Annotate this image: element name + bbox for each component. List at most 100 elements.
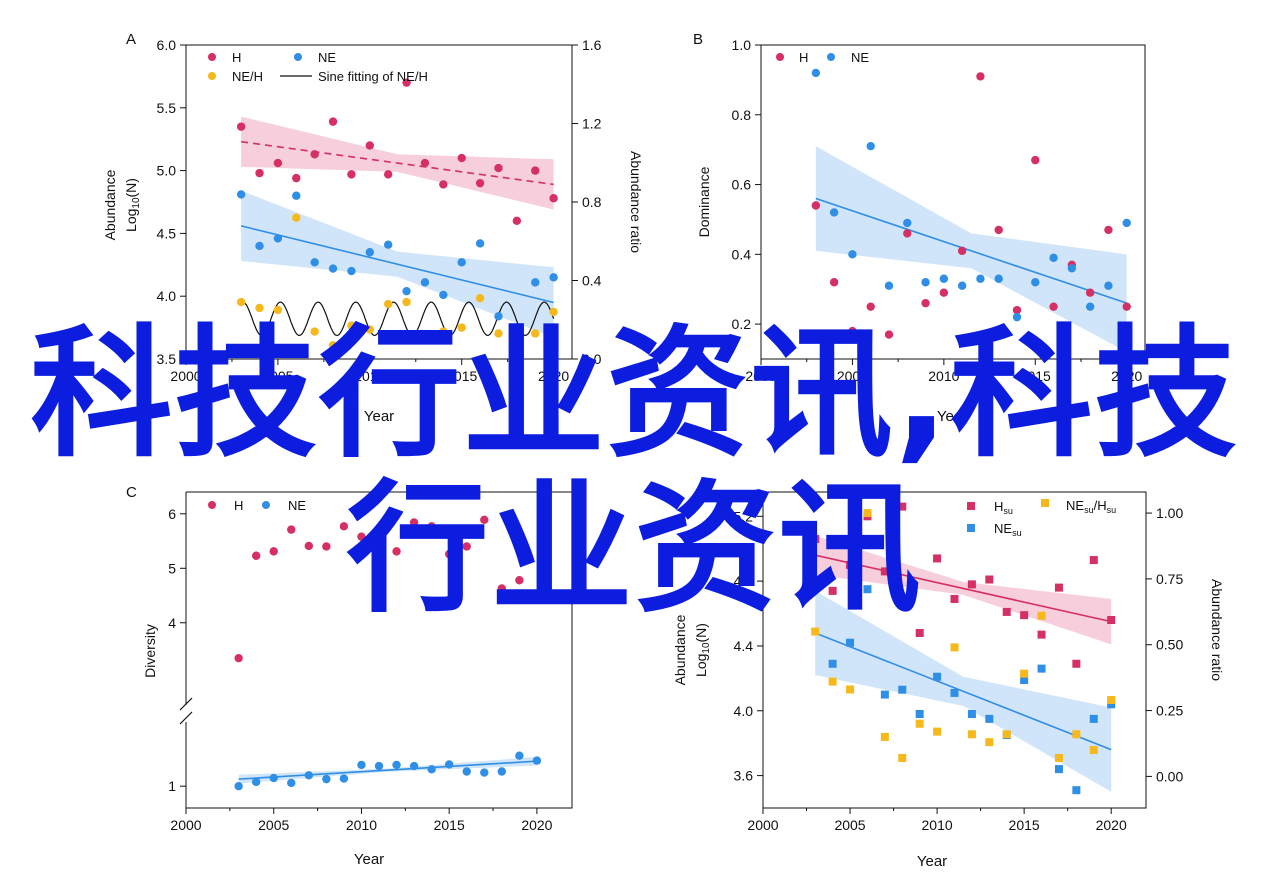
point-hsu	[1020, 611, 1029, 620]
ne-fit-line	[240, 225, 554, 304]
panel-d-legend: Hsu NEsu/Hsu NEsu	[967, 498, 1116, 538]
point-hsu	[880, 567, 889, 576]
point-nesu	[1107, 700, 1116, 709]
legend-h-label: H	[232, 50, 241, 65]
y2-tick-label: 1.2	[582, 116, 602, 132]
point-h	[236, 122, 246, 131]
point-hsu	[811, 534, 820, 543]
point-h	[392, 547, 401, 556]
panel-c-frame	[185, 491, 573, 809]
nesu-fit-line	[814, 632, 1112, 751]
point-nesu-hsu	[863, 509, 872, 518]
point-nesu-hsu	[950, 643, 959, 652]
legend-ratio-label: NE/H	[232, 69, 263, 84]
point-ne-h	[439, 327, 448, 336]
point-ne-h	[310, 327, 319, 336]
point-h	[515, 576, 524, 585]
point-h	[402, 78, 411, 87]
panel-a-xlabel: Year	[364, 408, 394, 425]
point-ne	[439, 290, 448, 300]
point-hsu	[985, 575, 994, 584]
panel-c-letter: C	[126, 484, 137, 501]
point-ne-h	[475, 293, 485, 303]
point-ne	[462, 767, 471, 776]
point-hsu	[1072, 659, 1081, 668]
point-h	[347, 170, 356, 179]
legend-ne-marker	[262, 501, 270, 509]
y-tick-label: 0.8	[732, 107, 752, 123]
point-h	[251, 551, 261, 560]
legend-hsu-label: Hsu	[994, 499, 1013, 516]
point-ne	[322, 774, 331, 784]
panel-a-legend: H NE NE/H Sine fitting of NE/H	[208, 50, 428, 84]
point-ne	[357, 760, 366, 770]
x-tick-label: 2015	[1020, 368, 1051, 384]
point-ne	[304, 771, 314, 780]
point-nesu-hsu	[846, 685, 855, 694]
panel-d-ylabel-line2: Log10(N)	[693, 623, 712, 677]
panel-a-ylabel: Abundance	[102, 169, 118, 240]
point-hsu	[950, 594, 959, 603]
point-nesu	[1020, 675, 1029, 684]
point-nesu	[933, 672, 942, 681]
legend-h-label: H	[234, 498, 243, 513]
y-tick-label: 6.0	[157, 37, 177, 53]
y2-tick-label: 0.0	[582, 351, 602, 367]
point-ne	[347, 266, 356, 276]
point-ne-h	[273, 305, 283, 315]
y-tick-label: 0.4	[732, 246, 752, 262]
point-ne	[273, 234, 283, 243]
hsu-fit-line	[815, 554, 1112, 623]
point-ne	[1012, 312, 1022, 322]
point-h	[304, 541, 314, 551]
point-ne	[957, 281, 967, 290]
y2-tick-label: 0.4	[582, 273, 602, 289]
panel-b-frame	[760, 44, 1146, 360]
point-hsu	[898, 502, 907, 511]
y-tick-label: 1	[168, 778, 176, 794]
point-h	[322, 542, 331, 551]
panel-b-plot-area	[811, 68, 1131, 353]
point-nesu-hsu	[880, 732, 889, 741]
y-tick-label: 3.5	[157, 351, 177, 367]
point-nesu-hsu	[828, 677, 837, 686]
panel-d-axes: 2000 2005 2010 2015 2020 3.6 4.0 4.4 4.8 5.2 0.00 0…	[734, 505, 1184, 833]
point-ne	[903, 218, 912, 228]
point-ne-h	[236, 297, 246, 307]
point-nesu	[967, 710, 976, 719]
point-h	[439, 180, 448, 189]
point-h	[457, 153, 466, 163]
x-tick-label: 2000	[747, 817, 778, 833]
point-ne	[532, 756, 542, 765]
point-nesu-hsu	[811, 627, 820, 636]
point-nesu	[1054, 765, 1063, 774]
x-tick-label: 2010	[346, 817, 377, 833]
point-ne-h	[347, 321, 356, 330]
point-h	[811, 201, 821, 210]
point-ne	[236, 190, 246, 199]
panel-d-ylabel: Abundance	[672, 614, 688, 685]
panel-c: C 2000 2005 2010 2015 2020 1 4 5 6 Diversity Yea…	[126, 484, 573, 868]
point-h	[921, 298, 930, 308]
y-tick-label: 5.0	[157, 163, 177, 179]
legend-ne-marker	[827, 53, 835, 61]
x-tick-label: 2015	[1009, 817, 1040, 833]
y-tick-label: 3.6	[734, 768, 754, 784]
y-tick-label: 5.5	[157, 100, 177, 116]
point-ne	[1067, 264, 1077, 273]
point-h	[497, 584, 507, 593]
legend-ne-label: NE	[318, 50, 336, 65]
point-ne	[515, 751, 524, 760]
legend-h-marker	[208, 53, 216, 61]
point-nesu-hsu	[933, 727, 942, 736]
point-nesu	[863, 585, 872, 594]
point-nesu	[846, 638, 855, 647]
point-ne	[848, 250, 857, 259]
point-h	[292, 173, 301, 183]
point-h	[939, 288, 949, 297]
legend-ratio-marker	[208, 72, 216, 80]
point-h	[269, 547, 278, 556]
point-hsu	[1054, 583, 1063, 592]
x-tick-label: 2005	[837, 368, 868, 384]
point-nesu-hsu	[1020, 669, 1029, 678]
